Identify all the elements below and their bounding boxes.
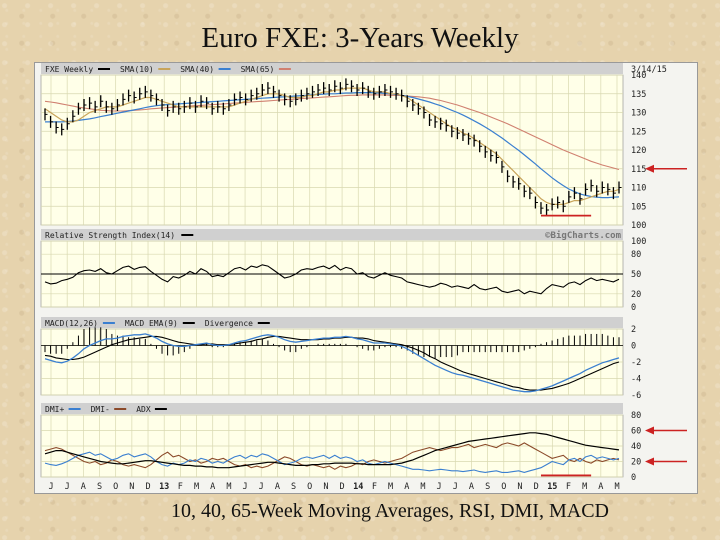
series-adx xyxy=(44,432,620,469)
series-sma65 xyxy=(44,94,620,171)
dmi-legend-label: DMI+ xyxy=(45,405,64,414)
x-tick-label: A xyxy=(275,482,280,492)
price-y-tick-label: 110 xyxy=(631,184,646,194)
rsi-y-tick-label: 80 xyxy=(631,250,641,260)
price-legend-label: FXE Weekly xyxy=(45,65,93,74)
price-y-tick-label: 125 xyxy=(631,127,646,137)
x-tick-label: 14 xyxy=(353,482,363,492)
x-tick-label: A xyxy=(210,482,215,492)
dmi-legend-label: DMI- xyxy=(91,405,110,414)
price-y-tick-label: 135 xyxy=(631,90,646,100)
series-dmi-plus xyxy=(44,451,620,473)
rsi-y-tick-label: 0 xyxy=(631,303,636,313)
price-y-tick-label: 140 xyxy=(631,71,646,81)
dmi-legend-bar xyxy=(41,403,623,414)
macd-y-tick-label: -2 xyxy=(631,358,641,368)
rsi-y-tick-label: 50 xyxy=(631,270,641,280)
x-tick-label: J xyxy=(65,482,70,492)
series-sma40 xyxy=(45,92,620,199)
watermark: ©BigCharts.com xyxy=(545,230,621,241)
slide-title: Euro FXE: 3-Years Weekly xyxy=(201,22,519,54)
x-tick-label: J xyxy=(48,482,53,492)
x-tick-label: D xyxy=(340,482,345,492)
x-tick-label: S xyxy=(97,482,102,492)
x-tick-label: O xyxy=(113,482,118,492)
price-legend-bar xyxy=(41,63,623,74)
x-tick-label: M xyxy=(226,482,231,492)
annotation-arrowhead xyxy=(645,426,654,435)
chart-frame: FXE Weekly SMA(10) SMA(40) SMA(65) 100 105 110… xyxy=(34,62,698,494)
annotation-arrowhead xyxy=(645,457,654,466)
series-dmi-minus xyxy=(44,442,620,470)
x-tick-label: D xyxy=(145,482,150,492)
dmi-y-tick-label: 80 xyxy=(631,411,641,421)
price-y-tick-label: 105 xyxy=(631,202,646,212)
macd-y-tick-label: 0 xyxy=(631,342,636,352)
x-tick-label: A xyxy=(598,482,603,492)
macd-legend-label: MACD(12,26) xyxy=(45,319,98,328)
x-tick-label: N xyxy=(323,482,328,492)
series-macd-ema xyxy=(44,335,620,391)
x-tick-label: S xyxy=(291,482,296,492)
x-tick-label: M xyxy=(194,482,199,492)
x-tick-label: O xyxy=(307,482,312,492)
rsi-legend-label: Relative Strength Index(14) xyxy=(45,231,175,240)
series-macd xyxy=(44,333,620,393)
price-y-tick-label: 100 xyxy=(631,221,646,231)
x-tick-label: N xyxy=(129,482,134,492)
price-y-tick-label: 120 xyxy=(631,146,646,156)
x-tick-label: A xyxy=(404,482,409,492)
macd-y-tick-label: -4 xyxy=(631,375,641,385)
dmi-y-tick-label: 40 xyxy=(631,442,641,452)
x-tick-label: A xyxy=(469,482,474,492)
x-tick-label: J xyxy=(242,482,247,492)
macd-y-tick-label: 2 xyxy=(631,325,636,335)
x-tick-label: M xyxy=(420,482,425,492)
macd-legend-bar xyxy=(41,317,623,328)
dmi-y-tick-label: 0 xyxy=(631,473,636,483)
price-y-tick-label: 130 xyxy=(631,109,646,119)
x-tick-label: F xyxy=(372,482,377,492)
macd-legend-label: Divergence xyxy=(205,319,253,328)
chart-date: 3/14/15 xyxy=(631,65,667,75)
x-tick-label: M xyxy=(582,482,587,492)
x-tick-label: 15 xyxy=(547,482,557,492)
rsi-legend-bar xyxy=(41,229,623,240)
dmi-y-tick-label: 20 xyxy=(631,458,641,468)
stock-chart: FXE Weekly SMA(10) SMA(40) SMA(65) 100 105 110… xyxy=(40,63,687,492)
dmi-legend-label: ADX xyxy=(136,405,151,414)
slide-caption: 10, 40, 65-Week Moving Averages, RSI, DM… xyxy=(171,500,609,522)
x-tick-label: 13 xyxy=(159,482,169,492)
macd-y-tick-label: -6 xyxy=(631,391,641,401)
price-legend-label: SMA(65) xyxy=(241,65,275,74)
x-tick-label: J xyxy=(453,482,458,492)
x-tick-label: N xyxy=(517,482,522,492)
x-tick-label: F xyxy=(178,482,183,492)
x-tick-label: A xyxy=(81,482,86,492)
x-tick-label: D xyxy=(534,482,539,492)
x-tick-label: F xyxy=(566,482,571,492)
rsi-y-tick-label: 100 xyxy=(631,237,646,247)
x-tick-label: M xyxy=(614,482,619,492)
x-tick-label: J xyxy=(259,482,264,492)
rsi-y-tick-label: 20 xyxy=(631,290,641,300)
price-legend-label: SMA(40) xyxy=(180,65,214,74)
x-tick-label: O xyxy=(501,482,506,492)
x-tick-label: M xyxy=(388,482,393,492)
x-tick-label: J xyxy=(437,482,442,492)
x-tick-label: S xyxy=(485,482,490,492)
dmi-y-tick-label: 60 xyxy=(631,427,641,437)
annotation-arrowhead xyxy=(645,164,654,173)
series-rsi xyxy=(44,264,620,295)
macd-legend-label: MACD EMA(9) xyxy=(125,319,178,328)
price-y-tick-label: 115 xyxy=(631,165,646,175)
price-legend-label: SMA(10) xyxy=(120,65,154,74)
series-sma10 xyxy=(44,87,620,205)
